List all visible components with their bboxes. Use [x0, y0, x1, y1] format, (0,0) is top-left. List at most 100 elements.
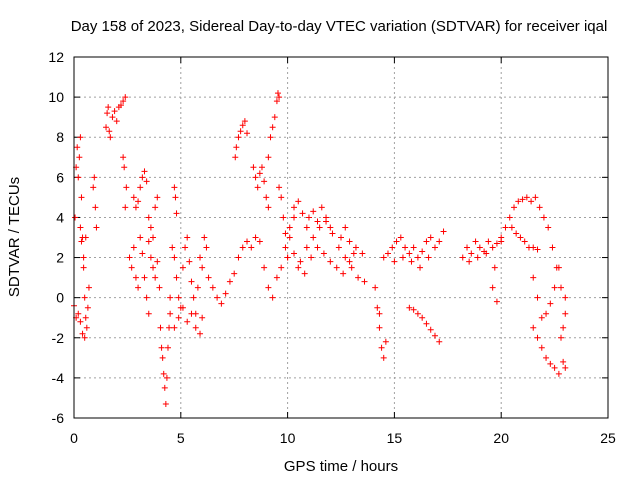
x-tick-label: 10 — [280, 430, 296, 446]
data-point — [506, 214, 513, 221]
data-point — [103, 124, 110, 131]
data-point — [489, 284, 496, 291]
data-point — [135, 198, 142, 205]
data-point — [167, 294, 174, 301]
plot-frame — [73, 56, 609, 419]
data-point — [147, 254, 154, 261]
data-point — [498, 234, 505, 241]
data-point — [171, 184, 178, 191]
data-point — [175, 294, 182, 301]
data-point — [80, 254, 87, 261]
data-point — [85, 284, 92, 291]
data-point — [547, 300, 554, 307]
data-point — [235, 254, 242, 261]
y-tick-label: 2 — [56, 250, 64, 266]
data-point — [310, 208, 317, 215]
data-point — [278, 194, 285, 201]
data-point — [310, 234, 317, 241]
data-point — [141, 274, 148, 281]
data-point — [372, 284, 379, 291]
data-point — [376, 324, 383, 331]
data-point — [511, 204, 518, 211]
data-point — [256, 170, 263, 177]
data-point — [459, 254, 466, 261]
data-point — [143, 294, 150, 301]
data-point — [282, 244, 289, 251]
data-point — [76, 154, 83, 161]
data-point — [188, 278, 195, 285]
y-tick-label: 8 — [56, 129, 64, 145]
data-point — [214, 294, 221, 301]
data-point — [274, 90, 281, 97]
data-point — [145, 214, 152, 221]
data-point — [83, 324, 90, 331]
y-tick-label: 12 — [48, 49, 64, 65]
x-tick-label: 5 — [177, 430, 185, 446]
data-point — [80, 264, 87, 271]
data-point — [508, 224, 515, 231]
data-point — [261, 178, 268, 185]
data-point — [117, 102, 124, 109]
data-point — [414, 254, 421, 261]
data-point — [286, 224, 293, 231]
data-point — [78, 194, 85, 201]
data-point — [121, 164, 128, 171]
data-point — [197, 254, 204, 261]
data-point — [423, 320, 430, 327]
data-point — [190, 294, 197, 301]
data-point — [254, 184, 261, 191]
y-tick-label: 0 — [56, 290, 64, 306]
data-point — [493, 298, 500, 305]
data-point — [123, 184, 130, 191]
data-point — [303, 244, 310, 251]
data-point — [154, 194, 161, 201]
data-point — [308, 254, 315, 261]
data-point — [186, 258, 193, 265]
data-point — [389, 244, 396, 251]
data-point — [269, 294, 276, 301]
data-point — [235, 134, 242, 141]
data-point — [534, 246, 541, 253]
data-point — [81, 334, 88, 341]
data-point — [130, 244, 137, 251]
data-point — [346, 258, 353, 265]
data-point — [122, 94, 129, 101]
data-point — [171, 254, 178, 261]
data-point — [105, 104, 112, 111]
data-point — [549, 244, 556, 251]
data-point — [342, 254, 349, 261]
data-point — [391, 258, 398, 265]
data-point — [295, 264, 302, 271]
data-point — [376, 310, 383, 317]
data-point — [107, 134, 114, 141]
y-axis-tick-labels: -6 -4 -2 0 2 4 6 8 10 12 — [48, 49, 64, 426]
data-point — [425, 254, 432, 261]
data-point — [139, 174, 146, 181]
data-point — [408, 258, 415, 265]
data-point — [154, 258, 161, 265]
data-point — [436, 338, 443, 345]
data-point — [521, 238, 528, 245]
data-point — [263, 194, 270, 201]
grid-lines — [74, 57, 608, 418]
data-point — [241, 118, 248, 125]
data-point — [534, 334, 541, 341]
data-point — [558, 284, 565, 291]
data-point — [355, 274, 362, 281]
data-point — [380, 354, 387, 361]
data-point — [273, 98, 280, 105]
data-point — [226, 278, 233, 285]
data-point — [244, 238, 251, 245]
data-point — [252, 174, 259, 181]
x-tick-label: 20 — [493, 430, 509, 446]
data-point — [538, 344, 545, 351]
data-point — [323, 214, 330, 221]
data-point — [157, 324, 164, 331]
y-tick-label: 6 — [56, 169, 64, 185]
data-point — [543, 354, 550, 361]
data-point — [406, 250, 413, 257]
data-point — [410, 306, 417, 313]
data-point — [104, 110, 111, 117]
data-point — [91, 174, 98, 181]
